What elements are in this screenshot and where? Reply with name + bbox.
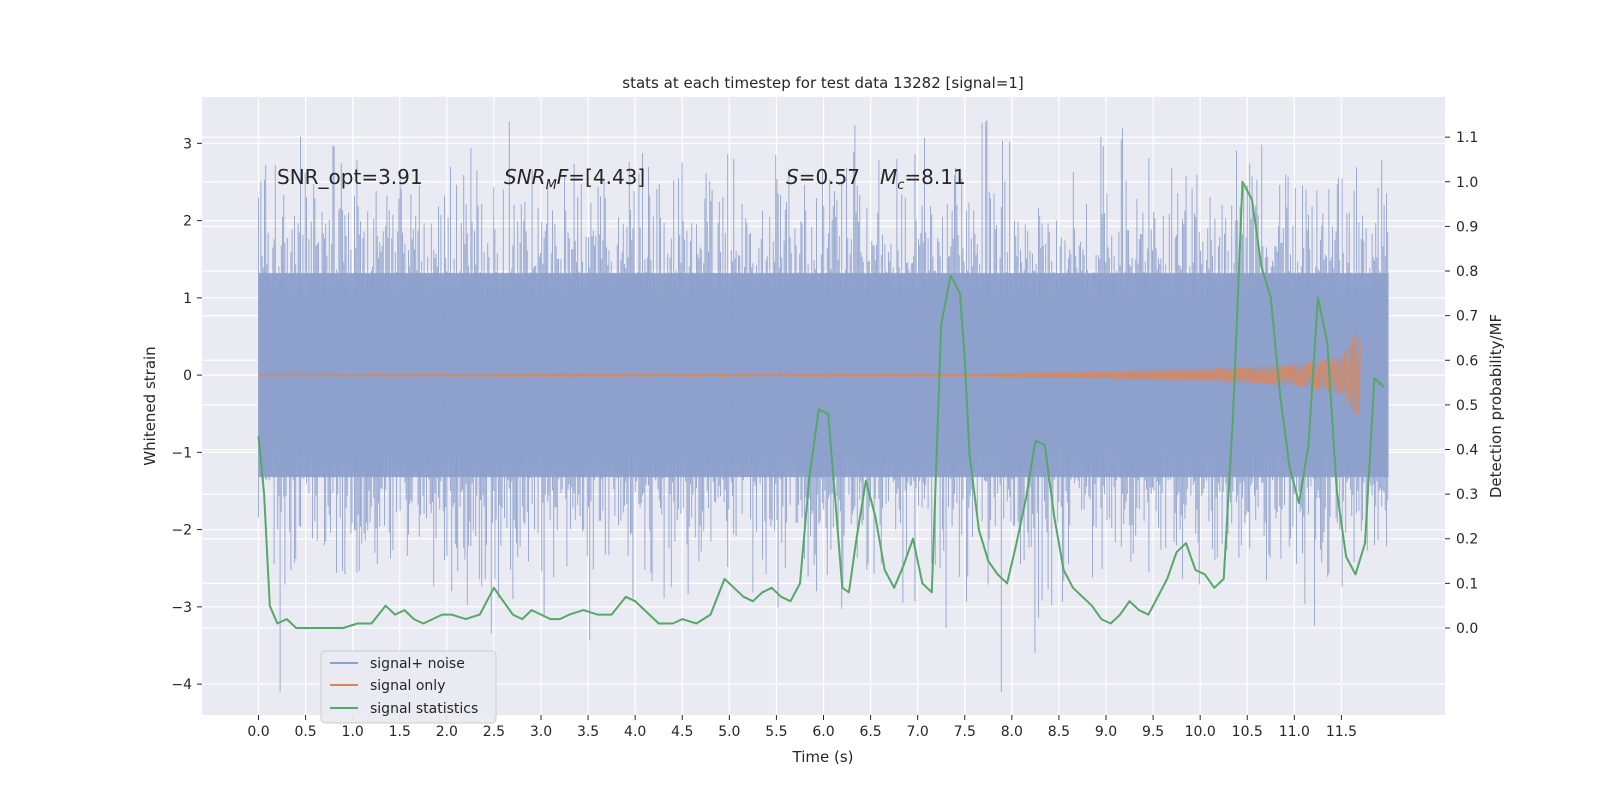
- annotation-snr-mf-sub: M: [546, 178, 557, 193]
- y2-tick-label: 0.5: [1456, 398, 1478, 414]
- y2-tick-label: 0.9: [1456, 219, 1478, 235]
- x-tick-label: 8.0: [1001, 724, 1023, 740]
- y-axis-title: Whitened strain: [141, 346, 159, 465]
- x-tick-label: 4.0: [624, 724, 646, 740]
- y-tick-label: −3: [171, 600, 192, 616]
- legend: signal+ noise signal only signal statist…: [320, 650, 497, 724]
- annotation-s-mc: S=0.57 Mc=8.11: [786, 165, 966, 193]
- annotation-snr-mf: SNRMF=[4.43]: [504, 165, 645, 193]
- y2-tick-label: 0.0: [1456, 621, 1478, 637]
- y2-tick-label: 0.1: [1456, 576, 1478, 592]
- x-tick-label: 9.5: [1142, 724, 1164, 740]
- legend-box: [320, 650, 497, 724]
- y2-tick-label: 0.3: [1456, 487, 1478, 503]
- y2-tick-label: 0.6: [1456, 353, 1478, 369]
- x-tick-label: 0.0: [247, 724, 269, 740]
- annotation-snr-mf-value: =[4.43]: [568, 165, 645, 189]
- annotation-snr-mf-italic: SNR: [504, 165, 546, 189]
- annotation-s-value: =0.57: [799, 165, 860, 189]
- signal-statistics-series: [257, 180, 1385, 629]
- noise-spikes: [258, 120, 1389, 692]
- chart-title: stats at each timestep for test data 132…: [622, 74, 1023, 92]
- x-tick-label: 2.5: [483, 724, 505, 740]
- y2-tick-label: 0.8: [1456, 264, 1478, 280]
- annotation-mc-value: =8.11: [904, 165, 965, 189]
- y-axis-ticks: 3 2 1 0 −1 −2 −3 −4: [171, 136, 202, 693]
- annotation-mc-sub: c: [897, 178, 904, 193]
- x-tick-label: 7.5: [954, 724, 976, 740]
- x-tick-label: 6.5: [859, 724, 881, 740]
- y2-tick-label: 0.2: [1456, 532, 1478, 548]
- y-tick-label: −2: [171, 523, 192, 539]
- x-tick-label: 5.0: [718, 724, 740, 740]
- signal-only-series: [258, 333, 1361, 416]
- x-tick-label: 11.0: [1279, 724, 1310, 740]
- y-tick-label: 1: [183, 291, 192, 307]
- annotation-s-italic: S: [786, 165, 799, 189]
- x-tick-label: 3.5: [577, 724, 599, 740]
- annotation-snr-opt-text: SNR_opt=3.91: [277, 165, 423, 189]
- legend-label-signal-noise: signal+ noise: [370, 656, 465, 672]
- y2-tick-label: 0.4: [1456, 443, 1478, 459]
- x-tick-label: 7.0: [907, 724, 929, 740]
- legend-label-signal-statistics: signal statistics: [370, 701, 478, 717]
- annotation-mc-italic: M: [880, 165, 897, 189]
- y-tick-label: −4: [171, 677, 192, 693]
- x-axis-ticks: 0.0 0.5 1.0 1.5 2.0 2.5 3.0 3.5 4.0 4.5 5.0 5.5 6.0 6…: [247, 715, 1357, 740]
- y2-tick-label: 0.7: [1456, 309, 1478, 325]
- x-tick-label: 2.0: [436, 724, 458, 740]
- y-tick-label: 2: [183, 214, 192, 230]
- y2-axis-ticks: 1.1 1.0 0.9 0.8 0.7 0.6 0.5 0.4 0.3 0.2 0.1 0.0: [1445, 130, 1478, 637]
- x-tick-label: 6.0: [812, 724, 834, 740]
- x-tick-label: 10.0: [1185, 724, 1216, 740]
- y-tick-label: 3: [183, 136, 192, 152]
- x-tick-label: 11.5: [1326, 724, 1357, 740]
- x-tick-label: 1.5: [389, 724, 411, 740]
- y2-tick-label: 1.1: [1456, 130, 1478, 146]
- x-tick-label: 9.0: [1095, 724, 1117, 740]
- y-tick-label: 0: [183, 368, 192, 384]
- y2-tick-label: 1.0: [1456, 175, 1478, 191]
- x-tick-label: 0.5: [294, 724, 316, 740]
- x-tick-label: 8.5: [1048, 724, 1070, 740]
- y2-axis-title: Detection probability/MF: [1487, 314, 1505, 498]
- x-tick-label: 1.0: [342, 724, 364, 740]
- annotation-snr-opt: SNR_opt=3.91: [277, 165, 423, 189]
- x-tick-label: 5.5: [765, 724, 787, 740]
- x-axis-title: Time (s): [792, 748, 854, 766]
- x-tick-label: 10.5: [1232, 724, 1263, 740]
- y-tick-label: −1: [171, 445, 192, 461]
- annotation-snr-mf-italic2: F: [557, 165, 569, 189]
- x-tick-label: 4.5: [671, 724, 693, 740]
- x-tick-label: 3.0: [530, 724, 552, 740]
- chirp-line: [258, 333, 1361, 416]
- legend-label-signal-only: signal only: [370, 678, 445, 694]
